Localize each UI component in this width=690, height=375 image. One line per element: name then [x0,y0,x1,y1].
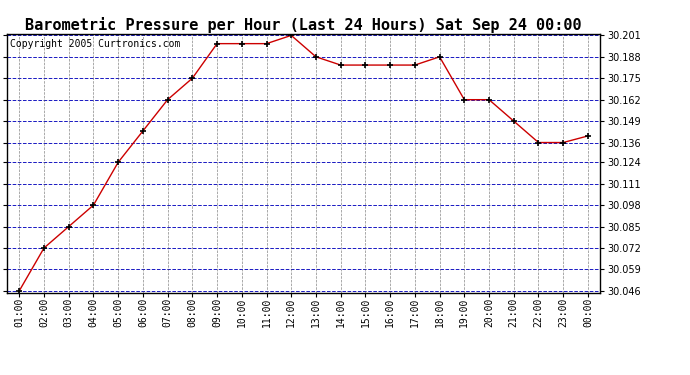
Title: Barometric Pressure per Hour (Last 24 Hours) Sat Sep 24 00:00: Barometric Pressure per Hour (Last 24 Ho… [26,16,582,33]
Text: Copyright 2005 Curtronics.com: Copyright 2005 Curtronics.com [10,39,180,49]
